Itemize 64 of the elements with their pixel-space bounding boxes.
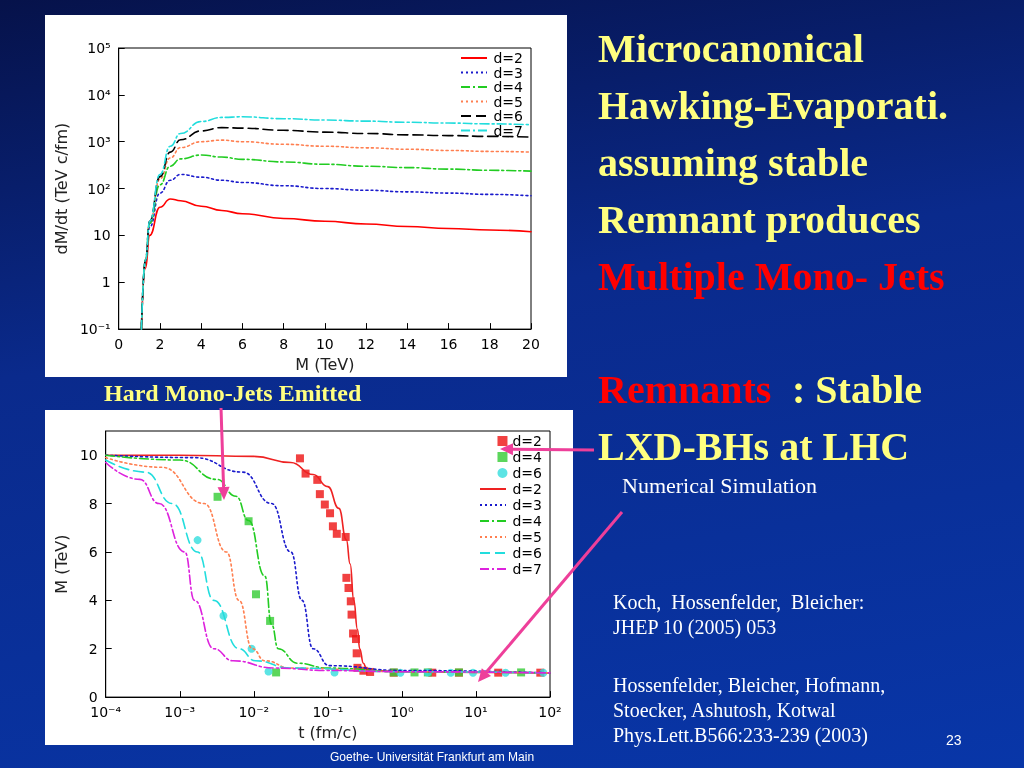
y-tick-label: 8 xyxy=(88,495,98,512)
text: Remnants xyxy=(598,367,772,412)
x-tick-label: 14 xyxy=(398,336,417,353)
x-tick-label: 10⁻⁴ xyxy=(90,704,122,721)
x-tick-label: 6 xyxy=(237,336,247,353)
y-tick-label: 6 xyxy=(88,543,98,560)
y-tick-label: 4 xyxy=(88,592,98,609)
text: : Stable xyxy=(792,367,922,412)
text: assuming stable xyxy=(598,140,869,185)
y-tick-label: 10² xyxy=(87,180,111,197)
legend-label: d=3 xyxy=(493,64,523,81)
x-tick-label: 2 xyxy=(155,336,165,353)
text: Goethe- Universität Frankfurt am Main xyxy=(330,750,535,765)
x-tick-label: 4 xyxy=(196,336,206,353)
legend-label: d=2 xyxy=(493,50,523,66)
x-tick-label: 10¹ xyxy=(464,704,488,721)
y-tick-label: 10⁵ xyxy=(87,40,111,56)
legend-label: d=3 xyxy=(512,497,542,513)
text: Koch, Hossenfelder, Bleicher: JHEP 10 (2005) 053 xyxy=(613,590,865,640)
legend-label: d=6 xyxy=(512,465,543,481)
text: Hossenfelder, Bleicher, Hofmann, Stoecker, Ashutosh, Kotwal Phys.Lett.B566:233-239 (2003) xyxy=(613,673,886,748)
y-tick-label: 2 xyxy=(88,640,98,657)
x-axis-title: M (TeV) xyxy=(295,354,355,374)
text: Numerical Simulation xyxy=(622,473,817,499)
y-tick-label: 1 xyxy=(101,274,111,291)
text: Microcanonical xyxy=(598,26,864,71)
legend-label: d=7 xyxy=(493,122,523,139)
y-axis-title: dM/dt (TeV c/fm) xyxy=(51,122,71,255)
x-tick-label: 8 xyxy=(279,336,289,353)
text: 23 xyxy=(946,732,962,749)
x-tick-label: 10⁻² xyxy=(238,704,270,721)
x-tick-label: 0 xyxy=(114,336,124,353)
y-tick-label: 10 xyxy=(79,447,98,464)
legend-label: d=4 xyxy=(512,449,543,465)
x-tick-label: 10 xyxy=(315,336,334,353)
x-tick-label: 10⁻¹ xyxy=(312,704,344,721)
y-tick-label: 10³ xyxy=(87,133,111,150)
x-tick-label: 12 xyxy=(357,336,375,353)
x-tick-label: 10² xyxy=(538,704,562,721)
text: Hard Mono-Jets Emitted xyxy=(104,380,362,407)
text: LXD-BHs at LHC xyxy=(598,424,910,469)
x-tick-label: 20 xyxy=(522,336,540,353)
legend-label: d=2 xyxy=(512,481,542,497)
x-tick-label: 18 xyxy=(480,336,499,353)
y-tick-label: 0 xyxy=(88,689,98,706)
text: Multiple Mono- Jets xyxy=(598,254,945,299)
legend-label: d=2 xyxy=(512,433,543,449)
legend-label: d=7 xyxy=(512,561,542,577)
legend-label: d=5 xyxy=(493,93,523,110)
legend-label: d=5 xyxy=(512,529,542,545)
text: Remnant produces xyxy=(598,197,921,242)
x-axis-title: t (fm/c) xyxy=(298,722,358,742)
legend-label: d=6 xyxy=(512,545,543,561)
y-axis-title: M (TeV) xyxy=(51,534,71,594)
x-tick-label: 10⁻³ xyxy=(164,704,196,721)
legend-label: d=4 xyxy=(493,79,524,95)
legend-label: d=4 xyxy=(512,513,543,529)
text: Hawking-Evaporati. xyxy=(598,83,949,128)
x-tick-label: 16 xyxy=(439,336,458,353)
legend-label: d=6 xyxy=(493,108,524,124)
y-tick-label: 10⁴ xyxy=(87,86,112,103)
y-tick-label: 10 xyxy=(92,227,111,244)
x-tick-label: 10⁰ xyxy=(390,704,414,721)
y-tick-label: 10⁻¹ xyxy=(79,321,111,338)
